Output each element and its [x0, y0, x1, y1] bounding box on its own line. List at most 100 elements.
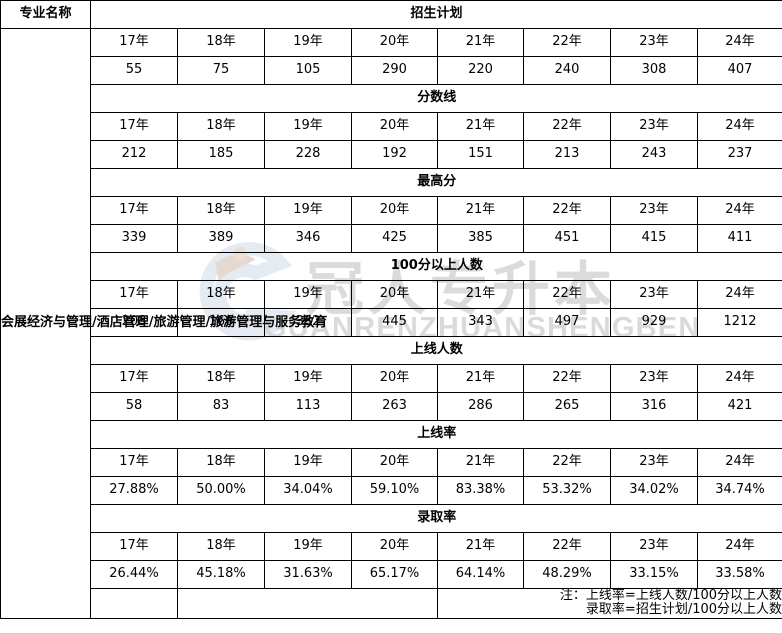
value-2-1: 389 [177, 224, 265, 253]
year-header-0-5: 22年 [523, 28, 611, 57]
value-5-5: 53.32% [523, 476, 611, 505]
year-row: 17年 18年 19年 20年 21年 22年 23年 24年 [1, 196, 782, 225]
year-row: 17年 18年 19年 20年 21年 22年 23年 24年 [1, 112, 782, 141]
section-title-5: 上线率 [90, 420, 782, 449]
year-header-5-6: 23年 [610, 448, 698, 477]
footnote-line-1: 注：上线率=上线人数/100分以上人数 [559, 588, 782, 603]
value-5-7: 34.74% [696, 476, 782, 505]
value-row: 55 75 105 290 220 240 308 407 [1, 56, 782, 85]
value-3-7: 1212 [696, 308, 782, 337]
value-6-2: 31.63% [264, 560, 352, 589]
value-0-7: 407 [696, 56, 782, 85]
value-3-6: 929 [610, 308, 698, 337]
year-header-3-6: 23年 [610, 280, 698, 309]
year-header-6-7: 24年 [696, 532, 782, 561]
value-6-3: 65.17% [351, 560, 438, 589]
year-row: 会展经济与管理/酒店管理/旅游管理/旅游管理与服务教育 17年 18年 19年 20年 2… [0, 28, 782, 619]
section-title-6: 录取率 [90, 504, 782, 533]
year-header-4-1: 18年 [177, 364, 265, 393]
year-header-2-3: 20年 [351, 196, 438, 225]
value-0-3: 290 [351, 56, 438, 85]
section-banner-row: 上线人数 [1, 336, 782, 365]
year-header-2-4: 21年 [437, 196, 524, 225]
value-5-3: 59.10% [351, 476, 438, 505]
value-0-1: 75 [177, 56, 265, 85]
section-title-3: 100分以上人数 [90, 252, 782, 281]
year-header-4-6: 23年 [610, 364, 698, 393]
table-body: 专业名称 招生计划 会展经济与管理/酒店管理/旅游管理/旅游管理与服务教育 17年 18… [0, 0, 782, 619]
header-major-name: 专业名称 [0, 0, 91, 29]
value-4-7: 421 [696, 392, 782, 421]
value-3-3: 445 [351, 308, 438, 337]
year-header-0-3: 20年 [351, 28, 438, 57]
year-header-5-5: 22年 [523, 448, 611, 477]
value-4-2: 113 [264, 392, 352, 421]
year-header-0-7: 24年 [696, 28, 782, 57]
year-header-1-3: 20年 [351, 112, 438, 141]
major-name-cell: 会展经济与管理/酒店管理/旅游管理/旅游管理与服务教育 [0, 28, 327, 619]
year-header-3-0: 17年 [90, 280, 178, 309]
section-title-0: 招生计划 [89, 0, 782, 29]
section-banner-row: 最高分 [1, 168, 782, 197]
year-header-2-0: 17年 [90, 196, 178, 225]
year-header-2-1: 18年 [177, 196, 265, 225]
year-header-5-3: 20年 [351, 448, 438, 477]
value-0-0: 55 [90, 56, 178, 85]
value-1-0: 212 [90, 140, 178, 169]
section-banner-row: 分数线 [1, 84, 782, 113]
value-2-3: 425 [351, 224, 438, 253]
section-banner-row: 上线率 [1, 420, 782, 449]
year-row: 17年 18年 19年 20年 21年 22年 23年 24年 [1, 364, 782, 393]
year-header-3-5: 22年 [523, 280, 611, 309]
year-header-5-2: 19年 [264, 448, 352, 477]
year-header-1-6: 23年 [610, 112, 698, 141]
year-row: 17年 18年 19年 20年 21年 22年 23年 24年 [1, 448, 782, 477]
year-header-4-7: 24年 [696, 364, 782, 393]
footnote-spacer-left [90, 588, 178, 619]
year-header-3-7: 24年 [696, 280, 782, 309]
value-4-3: 263 [351, 392, 438, 421]
value-5-2: 34.04% [264, 476, 352, 505]
value-0-2: 105 [264, 56, 352, 85]
value-3-5: 497 [523, 308, 611, 337]
value-1-7: 237 [696, 140, 782, 169]
year-row: 17年 18年 19年 20年 21年 22年 23年 24年 [1, 532, 782, 561]
value-1-2: 228 [264, 140, 352, 169]
year-header-2-6: 23年 [610, 196, 698, 225]
footnote-row: 注：上线率=上线人数/100分以上人数 录取率=招生计划/100分以上人数 [1, 588, 782, 619]
year-header-6-3: 20年 [351, 532, 438, 561]
year-header-1-0: 17年 [90, 112, 178, 141]
year-header-6-6: 23年 [610, 532, 698, 561]
table-header-row: 专业名称 招生计划 [0, 0, 782, 29]
value-4-4: 286 [437, 392, 524, 421]
year-header-6-0: 17年 [90, 532, 178, 561]
footnote-cell: 注：上线率=上线人数/100分以上人数 录取率=招生计划/100分以上人数 [436, 588, 782, 619]
value-3-4: 343 [437, 308, 524, 337]
section-title-1: 分数线 [90, 84, 782, 113]
value-4-5: 265 [523, 392, 611, 421]
value-5-6: 34.02% [610, 476, 698, 505]
value-5-4: 83.38% [437, 476, 524, 505]
year-header-0-0: 17年 [90, 28, 178, 57]
year-header-5-1: 18年 [177, 448, 265, 477]
value-6-6: 33.15% [610, 560, 698, 589]
year-header-6-4: 21年 [437, 532, 524, 561]
footnote-line-2: 录取率=招生计划/100分以上人数 [585, 602, 782, 618]
footnote-spacer-mid [177, 588, 438, 619]
year-header-3-2: 19年 [264, 280, 352, 309]
year-header-5-0: 17年 [90, 448, 178, 477]
value-4-6: 316 [610, 392, 698, 421]
value-2-6: 415 [610, 224, 698, 253]
value-5-0: 27.88% [90, 476, 178, 505]
year-header-4-3: 20年 [351, 364, 438, 393]
value-2-4: 385 [437, 224, 524, 253]
year-header-6-5: 22年 [523, 532, 611, 561]
year-header-0-2: 19年 [264, 28, 352, 57]
value-1-3: 192 [351, 140, 438, 169]
section-title-2: 最高分 [90, 168, 782, 197]
year-header-1-7: 24年 [696, 112, 782, 141]
value-1-4: 151 [437, 140, 524, 169]
value-6-1: 45.18% [177, 560, 265, 589]
year-header-2-7: 24年 [696, 196, 782, 225]
